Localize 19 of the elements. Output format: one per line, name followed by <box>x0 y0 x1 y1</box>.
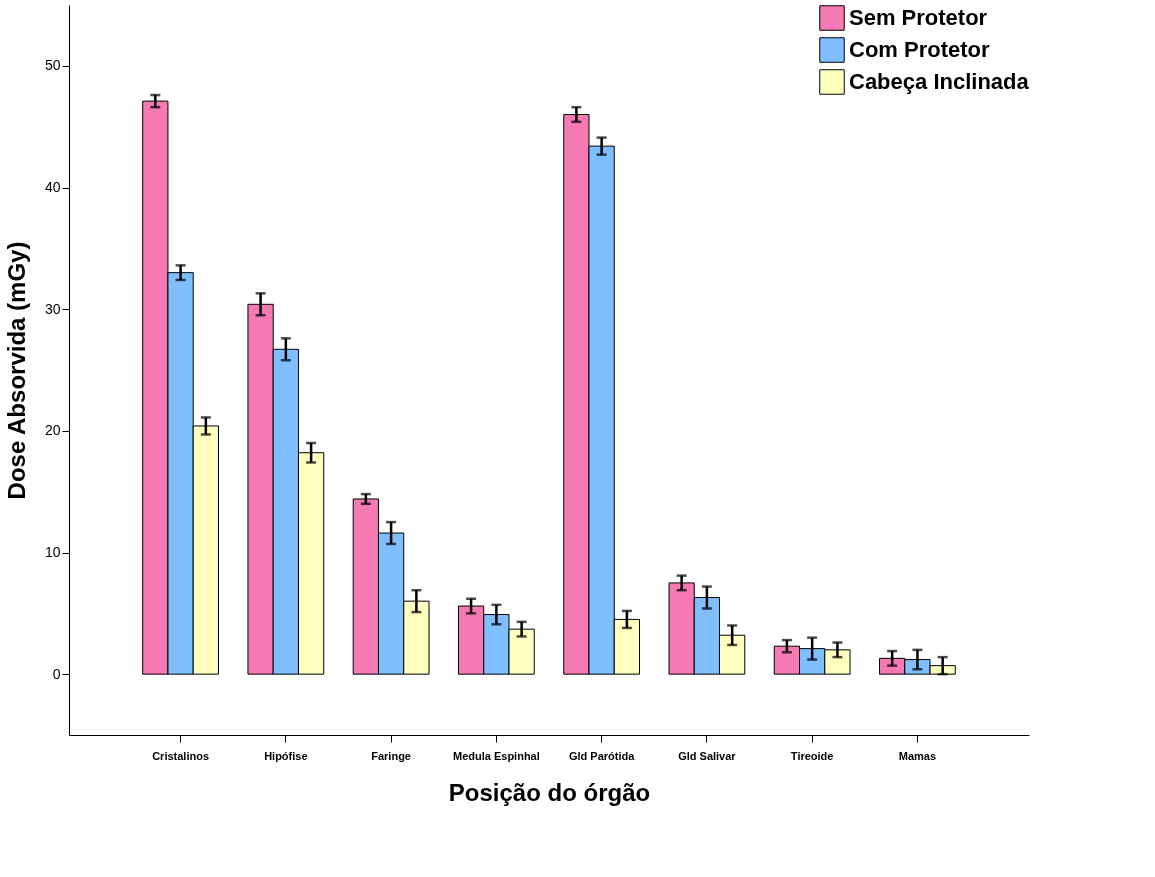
y-tick-label: 40 <box>44 179 61 195</box>
x-tick-label: Hipófise <box>264 749 308 762</box>
x-tick-label: Gld Salivar <box>678 749 737 762</box>
x-tick-label: Mamas <box>898 749 937 762</box>
y-tick-label: 0 <box>52 665 61 682</box>
x-tick-label: Medula Espinhal <box>452 749 540 762</box>
x-tick-label: Cristalinos <box>152 749 210 762</box>
x-tick-label: Gld Parótida <box>568 749 636 762</box>
x-tick-label: Faringe <box>371 749 411 762</box>
legend-label: Cabeça Inclinada <box>849 69 1030 94</box>
y-tick-label: 30 <box>44 300 61 317</box>
legend-label: Com Protetor <box>849 37 990 62</box>
x-tick-label: Tireoide <box>790 749 834 762</box>
y-tick-label: 50 <box>44 57 61 74</box>
y-tick-label: 20 <box>44 422 61 439</box>
y-tick-label: 10 <box>44 544 61 560</box>
y-axis-title: Dose Absorvida (mGy) <box>2 241 30 500</box>
x-axis-title: Posição do órgão <box>448 778 651 806</box>
legend-label: Sem Protetor <box>849 5 988 30</box>
